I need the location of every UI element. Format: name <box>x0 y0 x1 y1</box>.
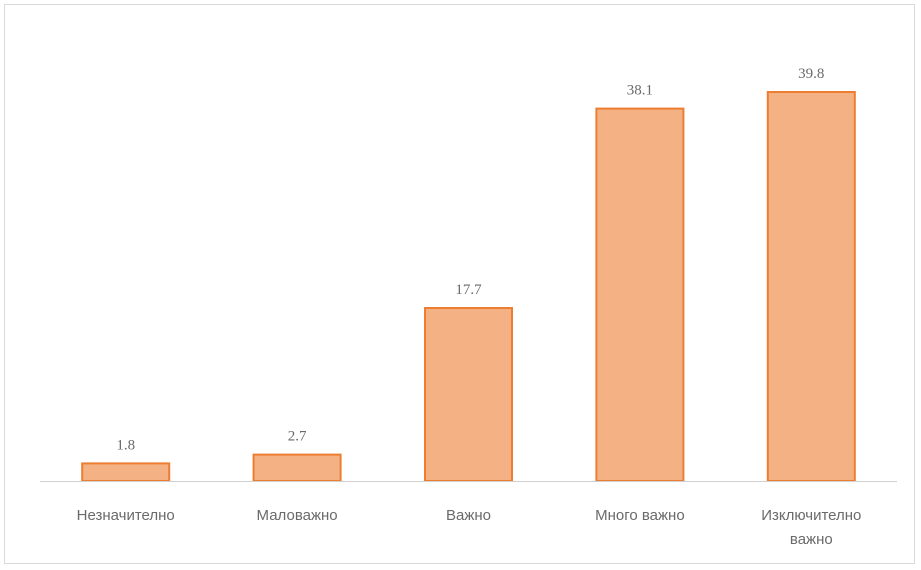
bars-group <box>81 91 856 483</box>
category-label-line: Маловажно <box>257 507 338 524</box>
category-label-3: Важно <box>446 507 491 524</box>
category-label-4: Много важно <box>595 507 685 524</box>
value-label-3: 17.7 <box>455 282 482 298</box>
category-label-2: Маловажно <box>257 507 338 524</box>
category-labels-group: Незначително Маловажно Важно Много важно Изк… <box>77 507 862 548</box>
value-labels-group: 1.8 2.7 17.7 38.1 39.8 <box>116 66 824 453</box>
category-label-line: Важно <box>446 507 491 524</box>
value-label-5: 39.8 <box>798 66 824 82</box>
category-label-1: Незначително <box>77 507 175 524</box>
bar-3 <box>424 307 513 482</box>
value-label-1: 1.8 <box>116 437 135 453</box>
bar-1 <box>81 462 171 483</box>
value-label-4: 38.1 <box>627 83 653 99</box>
bar-2 <box>252 453 342 483</box>
bar-4 <box>595 107 685 483</box>
category-label-line: важно <box>790 531 833 548</box>
value-label-2: 2.7 <box>288 429 307 445</box>
bar-5 <box>766 91 856 482</box>
category-label-5: Изключително важно <box>761 507 861 548</box>
category-label-line: Много важно <box>595 507 685 524</box>
category-label-line: Незначително <box>77 507 175 524</box>
category-label-line: Изключително <box>761 507 861 524</box>
